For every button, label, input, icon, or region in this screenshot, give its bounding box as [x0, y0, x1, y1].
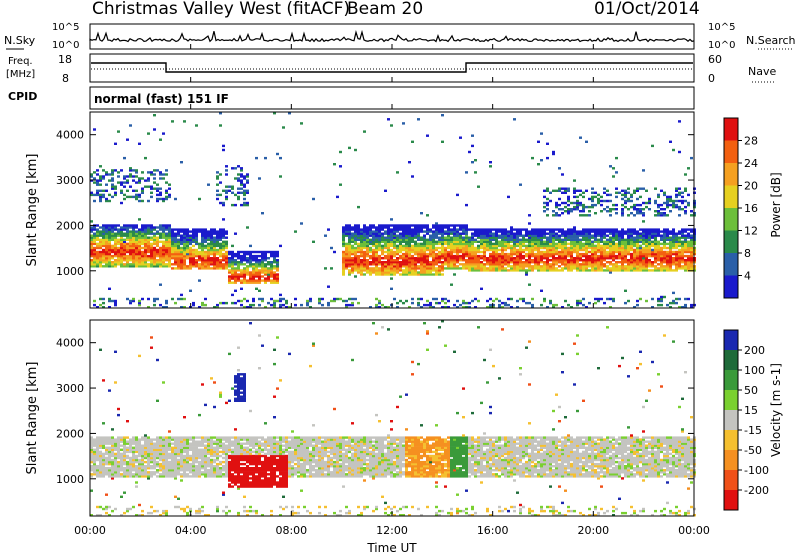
colorbar-tick-label: 15	[744, 404, 758, 417]
velocity-colorbar: 200 100 50 15 -15 -50 -100 -200	[723, 329, 769, 511]
colorbar-segment	[724, 185, 738, 209]
colorbar-segment	[724, 253, 738, 276]
colorbar-segment	[724, 140, 738, 164]
time-tick-label: 00:00	[74, 524, 106, 537]
colorbar-tick-label: -50	[744, 444, 762, 457]
cpid-value: normal (fast) 151 IF	[94, 92, 229, 106]
nsky-tick-bottom: 10^0	[52, 40, 79, 51]
velocity-panel: 1000 2000 3000 4000 Slant Range [km]	[25, 319, 696, 517]
freq-trace	[91, 62, 693, 73]
colorbar-tick-label: 200	[744, 344, 765, 357]
nsearch-tick-top: 10^5	[708, 22, 735, 33]
range-tick-label: 4000	[56, 337, 84, 350]
cpid-panel: CPID normal (fast) 151 IF	[8, 86, 695, 110]
power-panel: 1000 2000 3000 4000 Slant Range [km]	[25, 111, 696, 309]
nave-label: Nave	[748, 65, 776, 78]
colorbar-tick-label: 4	[744, 270, 751, 283]
time-tick-label: 20:00	[577, 524, 609, 537]
freq-unit-label: [MHz]	[6, 69, 35, 80]
freq-tick-bottom: 8	[62, 72, 69, 85]
freq-panel: Freq. [MHz] 18 8 60 0 Nave	[6, 53, 776, 85]
nsky-label: N.Sky	[4, 34, 36, 47]
nsky-tick-top: 10^5	[52, 22, 79, 33]
nave-tick-top: 60	[708, 53, 722, 66]
time-tick-label: 08:00	[275, 524, 307, 537]
colorbar-tick-label: -100	[744, 464, 769, 477]
nsearch-label: N.Search	[746, 34, 796, 47]
noise-trace	[89, 29, 695, 43]
velocity-colorbar-label: Velocity [m s-1]	[769, 363, 783, 457]
colorbar-segment	[724, 275, 738, 299]
time-tick-label: 12:00	[376, 524, 408, 537]
colorbar-segment	[724, 208, 738, 231]
x-axis: 00:00 04:00 08:00 12:00 16:00 20:00 00:00	[74, 44, 710, 537]
power-ylabel: Slant Range [km]	[25, 154, 40, 267]
colorbar-tick-label: 16	[744, 202, 758, 215]
time-tick-label: 00:00	[678, 524, 710, 537]
colorbar-tick-label: -15	[744, 424, 762, 437]
date-label: 01/Oct/2014	[594, 0, 700, 19]
colorbar-segment	[724, 470, 738, 491]
range-tick-label: 1000	[56, 473, 84, 486]
colorbar-tick-label: 24	[744, 157, 758, 170]
colorbar-tick-label: 12	[744, 225, 758, 238]
colorbar-segment	[724, 350, 738, 371]
range-tick-label: 2000	[56, 427, 84, 440]
colorbar-segment	[724, 390, 738, 411]
colorbar-tick-label: 100	[744, 364, 765, 377]
colorbar-tick-label: -200	[744, 484, 769, 497]
velocity-ylabel: Slant Range [km]	[25, 362, 40, 475]
noise-panel: N.Sky 10^5 10^0 10^5 10^0 N.Search	[4, 22, 796, 51]
time-tick-label: 04:00	[175, 524, 207, 537]
cpid-label: CPID	[8, 90, 37, 103]
range-tick-label: 3000	[56, 382, 84, 395]
range-tick-label: 3000	[56, 174, 84, 187]
colorbar-segment	[724, 118, 738, 141]
range-tick-label: 4000	[56, 129, 84, 142]
range-tick-label: 2000	[56, 219, 84, 232]
station-title: Christmas Valley West (fitACF)	[92, 0, 350, 19]
freq-label: Freq.	[8, 56, 33, 67]
nave-tick-bottom: 0	[708, 72, 715, 85]
colorbar-tick-label: 8	[744, 247, 751, 260]
velocity-cells	[90, 320, 696, 517]
colorbar-tick-label: 20	[744, 180, 758, 193]
colorbar-segment	[724, 410, 738, 431]
time-tick-label: 16:00	[477, 524, 509, 537]
colorbar-tick-label: 28	[744, 135, 758, 148]
colorbar-segment	[724, 450, 738, 471]
colorbar-segment	[724, 490, 738, 511]
colorbar-segment	[724, 330, 738, 351]
power-cells	[90, 112, 696, 309]
power-colorbar: 28 24 20 16 12 8 4	[723, 117, 758, 299]
beam-label: Beam 20	[347, 0, 423, 19]
freq-tick-top: 18	[58, 53, 72, 66]
colorbar-segment	[724, 163, 738, 186]
power-colorbar-label: Power [dB]	[769, 172, 783, 237]
nsearch-tick-bottom: 10^0	[708, 40, 735, 51]
colorbar-segment	[724, 230, 738, 254]
colorbar-segment	[724, 370, 738, 391]
colorbar-tick-label: 50	[744, 384, 758, 397]
colorbar-segment	[724, 430, 738, 451]
x-axis-label: Time UT	[366, 541, 417, 554]
range-tick-label: 1000	[56, 265, 84, 278]
